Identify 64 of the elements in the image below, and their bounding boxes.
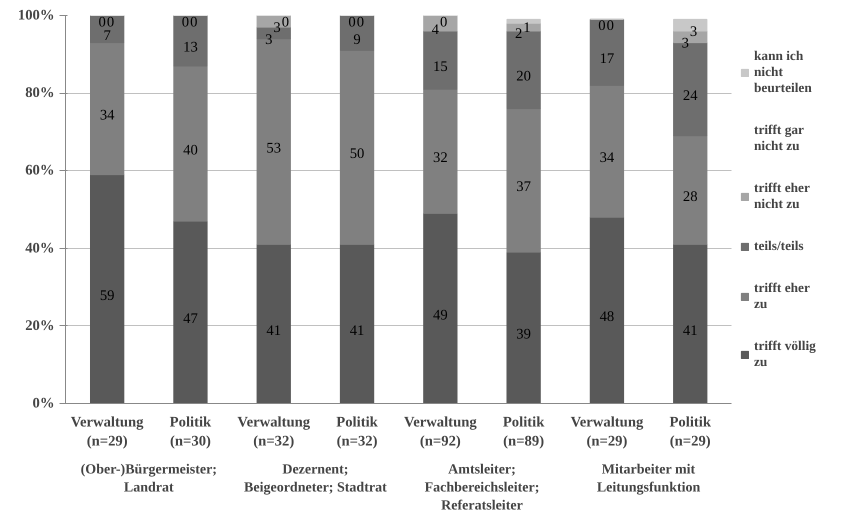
data-label: 4 [432, 22, 440, 38]
x-tick-label: Politik (n=29) [669, 414, 712, 450]
data-label: 34 [100, 107, 116, 124]
data-label: 59 [100, 288, 114, 304]
legend-label: teils/teils [754, 238, 805, 254]
legend-label: trifft eher zu [754, 280, 811, 312]
data-label: 0 [182, 14, 190, 30]
data-label: 28 [682, 188, 698, 205]
data-label: 40 [183, 142, 198, 158]
text: Mitarbeiter mit Leitungsfunktion [596, 462, 701, 496]
x-tick-label: Verwaltung (n=92) [404, 414, 478, 450]
x-tick-label: Politik (n=89) [502, 414, 546, 450]
text: Amtsleiter; Fachbereichsleiter; Referatsleiter [424, 462, 540, 514]
data-label: 53 [266, 140, 282, 156]
data-label: 0 [106, 14, 114, 30]
data-label: 15 [433, 58, 448, 75]
legend-label: trifft eher nicht zu [754, 180, 811, 212]
data-label: 0 [356, 14, 364, 30]
data-label: 50 [350, 146, 364, 162]
data-label: 41 [682, 322, 698, 339]
data-label: 2 [514, 26, 522, 42]
data-label: 32 [433, 150, 448, 166]
data-label: 9 [353, 32, 361, 48]
data-label: 34 [600, 150, 615, 166]
text: trifft gar nicht zu [754, 122, 805, 154]
data-label: 0 [98, 14, 106, 30]
data-label: 0 [440, 14, 448, 30]
x-tick-label: Verwaltung (n=29) [570, 414, 644, 450]
data-label: 49 [433, 307, 448, 324]
data-label: 41 [350, 322, 364, 339]
data-label: 1 [523, 20, 531, 36]
y-tick-label: 60% [25, 162, 54, 179]
data-label: 3 [265, 32, 272, 48]
data-label: 20 [516, 68, 531, 85]
data-label: 0 [190, 14, 198, 30]
x-tick-label: Politik (n=32) [336, 414, 379, 450]
y-tick-label: 0% [32, 396, 54, 412]
data-label: 24 [682, 88, 698, 104]
data-label: 0 [348, 14, 356, 30]
x-tick-label: Politik (n=30) [170, 414, 212, 450]
data-label: 0 [598, 18, 606, 34]
y-tick-label: 80% [25, 85, 54, 102]
data-label: 47 [183, 311, 198, 328]
data-label: 3 [690, 24, 698, 40]
legend-label: kann ich nicht beurteilen [754, 48, 813, 96]
x-tick-label: Verwaltung (n=29) [70, 414, 144, 450]
data-label: 13 [183, 40, 198, 56]
y-tick-label: 20% [25, 318, 54, 334]
data-label: 41 [266, 322, 282, 339]
y-tick-label: 100% [18, 8, 54, 24]
data-label: 17 [600, 51, 614, 68]
data-label: 39 [516, 326, 531, 343]
data-label: 7 [103, 28, 111, 44]
data-label: 0 [606, 18, 614, 34]
text: Dezernent; Beigeordneter; Stadtrat [244, 462, 388, 496]
data-label: 0 [282, 14, 290, 30]
data-label: 3 [273, 20, 281, 36]
text: (Ober-)Bürgermeister; Landrat [80, 462, 217, 496]
x-tick-label: Verwaltung (n=32) [237, 414, 311, 450]
y-tick-label: 40% [25, 240, 54, 256]
legend-label: trifft völlig zu [754, 338, 817, 370]
data-label: 37 [516, 179, 531, 196]
data-label: 3 [682, 36, 689, 52]
data-label: 48 [600, 309, 614, 326]
